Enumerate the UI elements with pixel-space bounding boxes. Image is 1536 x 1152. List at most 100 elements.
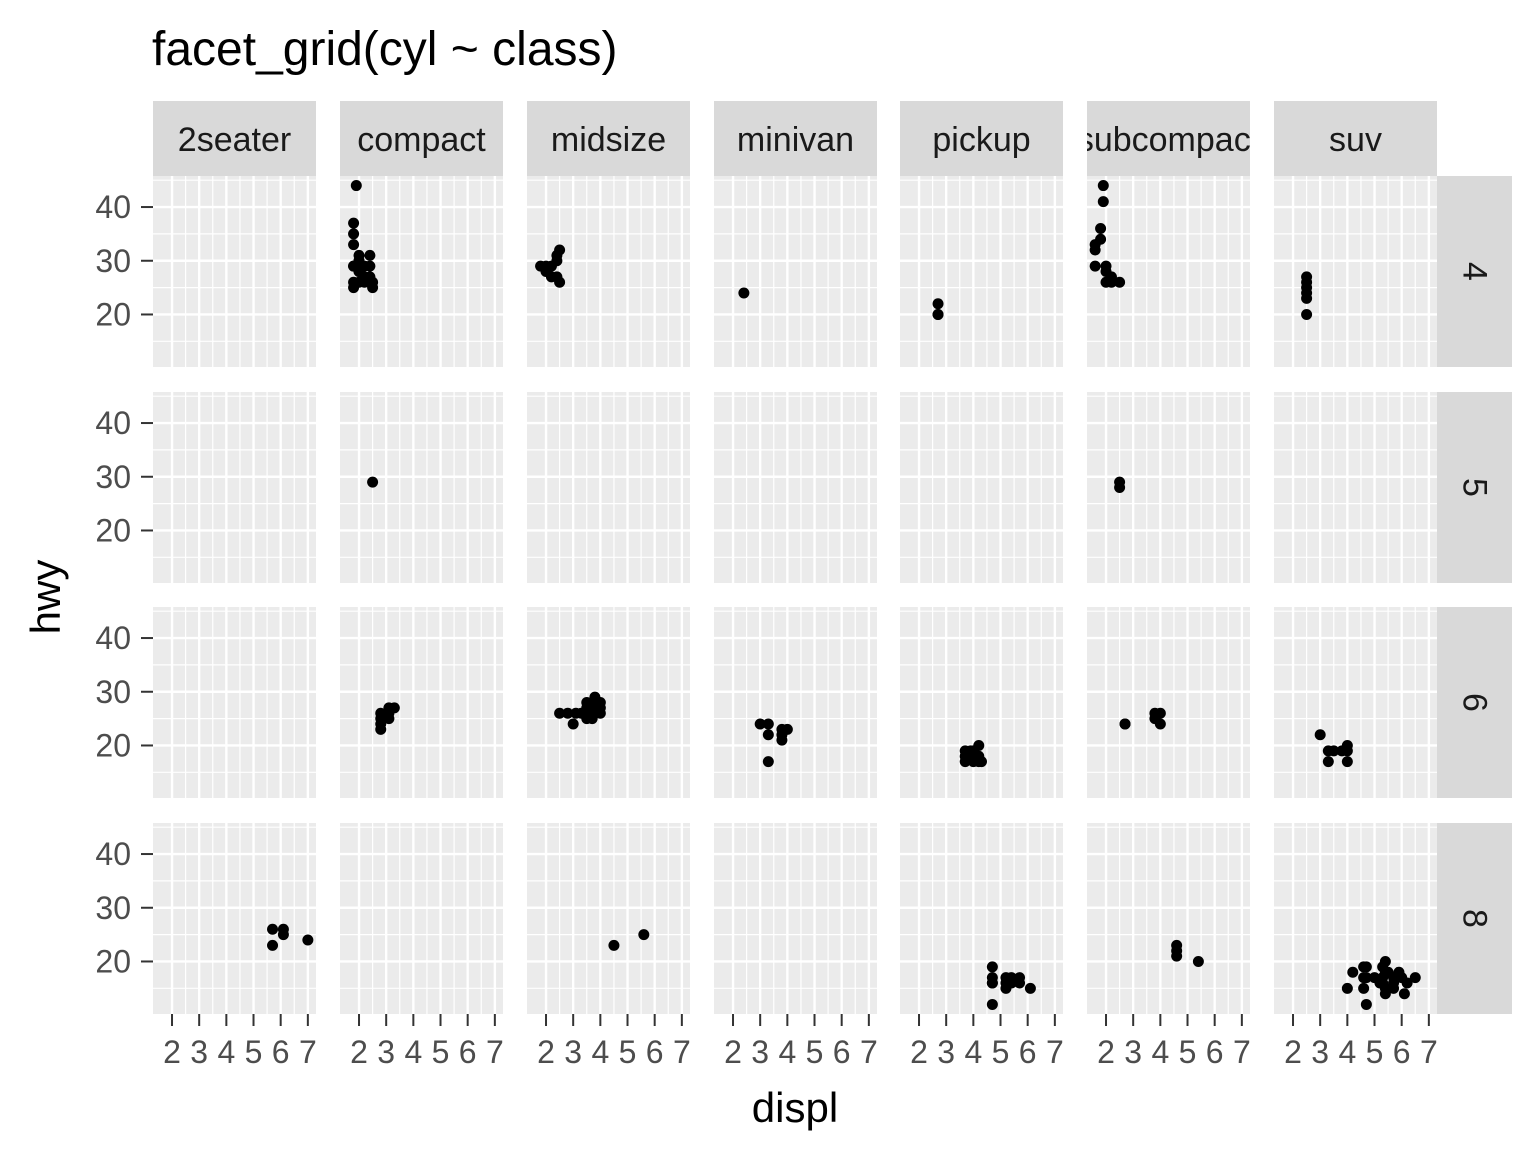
col-strip-label: subcompact xyxy=(1077,121,1261,159)
data-point xyxy=(932,308,944,320)
data-point xyxy=(554,707,566,719)
x-tick-label: 3 xyxy=(564,1034,582,1070)
data-point xyxy=(1341,745,1353,757)
panel-bg xyxy=(1087,823,1250,1014)
panel-4-compact xyxy=(340,176,503,367)
x-tick-label: 2 xyxy=(1284,1034,1302,1070)
col-strip-label: suv xyxy=(1329,121,1382,159)
panel-bg xyxy=(153,392,316,583)
data-point xyxy=(567,718,579,730)
data-point xyxy=(348,217,360,229)
data-point xyxy=(1005,972,1017,984)
x-tick-label: 5 xyxy=(1179,1034,1197,1070)
data-point xyxy=(1409,972,1421,984)
panel-bg xyxy=(153,823,316,1014)
data-point xyxy=(1114,276,1126,288)
x-tick-label: 7 xyxy=(1420,1034,1438,1070)
panel-bg xyxy=(1274,823,1437,1014)
x-tick-label: 3 xyxy=(190,1034,208,1070)
data-point xyxy=(976,756,987,768)
panel-5-midsize xyxy=(527,392,690,583)
data-point xyxy=(738,287,750,299)
x-tick-label: 2 xyxy=(1097,1034,1115,1070)
panel-bg xyxy=(527,607,690,798)
data-point xyxy=(554,244,566,256)
x-tick-label: 2 xyxy=(910,1034,928,1070)
x-tick-label: 6 xyxy=(1019,1034,1037,1070)
data-point xyxy=(545,260,557,272)
data-point xyxy=(586,713,598,725)
col-strip-label: 2seater xyxy=(178,121,291,159)
panel-6-midsize xyxy=(527,607,690,798)
row-strip-label: 8 xyxy=(1456,909,1494,928)
col-strip-suv: suv xyxy=(1274,101,1437,176)
data-point xyxy=(762,756,774,768)
panel-5-2seater xyxy=(153,392,316,583)
panel-bg xyxy=(714,176,877,367)
col-strip-bg xyxy=(714,101,877,176)
data-point xyxy=(277,923,289,935)
x-tick-label: 4 xyxy=(217,1034,235,1070)
x-tick-label: 4 xyxy=(591,1034,609,1070)
x-tick-label: 3 xyxy=(1311,1034,1329,1070)
x-tick-label: 3 xyxy=(751,1034,769,1070)
row-strip-8: 8 xyxy=(1437,823,1512,1014)
panel-bg xyxy=(527,392,690,583)
col-strip-midsize: midsize xyxy=(527,101,690,176)
col-strip-bg xyxy=(153,101,316,176)
data-point xyxy=(762,729,774,741)
panel-8-compact xyxy=(340,823,503,1014)
data-point xyxy=(1114,476,1126,488)
data-point xyxy=(1105,271,1117,283)
y-tick-label: 40 xyxy=(95,189,131,225)
y-tick-label: 40 xyxy=(95,836,131,872)
panel-5-pickup xyxy=(900,392,1063,583)
y-tick-label: 30 xyxy=(95,890,131,926)
data-point xyxy=(350,180,362,192)
data-point xyxy=(562,707,574,719)
panel-6-compact xyxy=(340,607,503,798)
row-strip-bg xyxy=(1437,607,1512,798)
data-point xyxy=(1095,223,1107,235)
data-point xyxy=(302,934,314,946)
x-axis-title: displ xyxy=(752,1084,838,1131)
col-strip-compact: compact xyxy=(340,101,503,176)
panel-bg xyxy=(900,176,1063,367)
col-strip-label: compact xyxy=(357,121,486,159)
data-point xyxy=(1119,718,1131,730)
y-axis-row-6: 20 30 40 xyxy=(95,620,153,763)
x-tick-label: 7 xyxy=(486,1034,504,1070)
panel-bg xyxy=(1274,392,1437,583)
panel-bg xyxy=(1087,392,1250,583)
data-point xyxy=(383,702,395,714)
x-tick-label: 2 xyxy=(537,1034,555,1070)
panel-8-pickup xyxy=(900,823,1063,1014)
panel-bg xyxy=(1274,176,1437,367)
y-axis-row-4: 20 30 40 xyxy=(95,189,153,332)
x-tick-label: 7 xyxy=(673,1034,691,1070)
x-tick-label: 2 xyxy=(163,1034,181,1070)
x-tick-label: 6 xyxy=(459,1034,477,1070)
panel-bg xyxy=(1274,607,1437,798)
row-strip-label: 6 xyxy=(1456,693,1494,712)
row-strip-label: 4 xyxy=(1456,262,1494,281)
data-point xyxy=(551,271,563,283)
panel-5-subcompact xyxy=(1087,392,1250,583)
panel-bg xyxy=(900,392,1063,583)
data-point xyxy=(1301,308,1313,320)
panel-6-pickup xyxy=(900,607,1063,798)
panel-bg xyxy=(714,823,877,1014)
data-point xyxy=(581,697,593,708)
panel-bg xyxy=(714,607,877,798)
panel-bg xyxy=(340,392,503,583)
col-strip-bg xyxy=(527,101,690,176)
data-point xyxy=(1347,966,1359,978)
col-strip-bg xyxy=(1274,101,1437,176)
row-strip-bg xyxy=(1437,392,1512,583)
y-axis-row-8: 20 30 40 xyxy=(95,836,153,979)
